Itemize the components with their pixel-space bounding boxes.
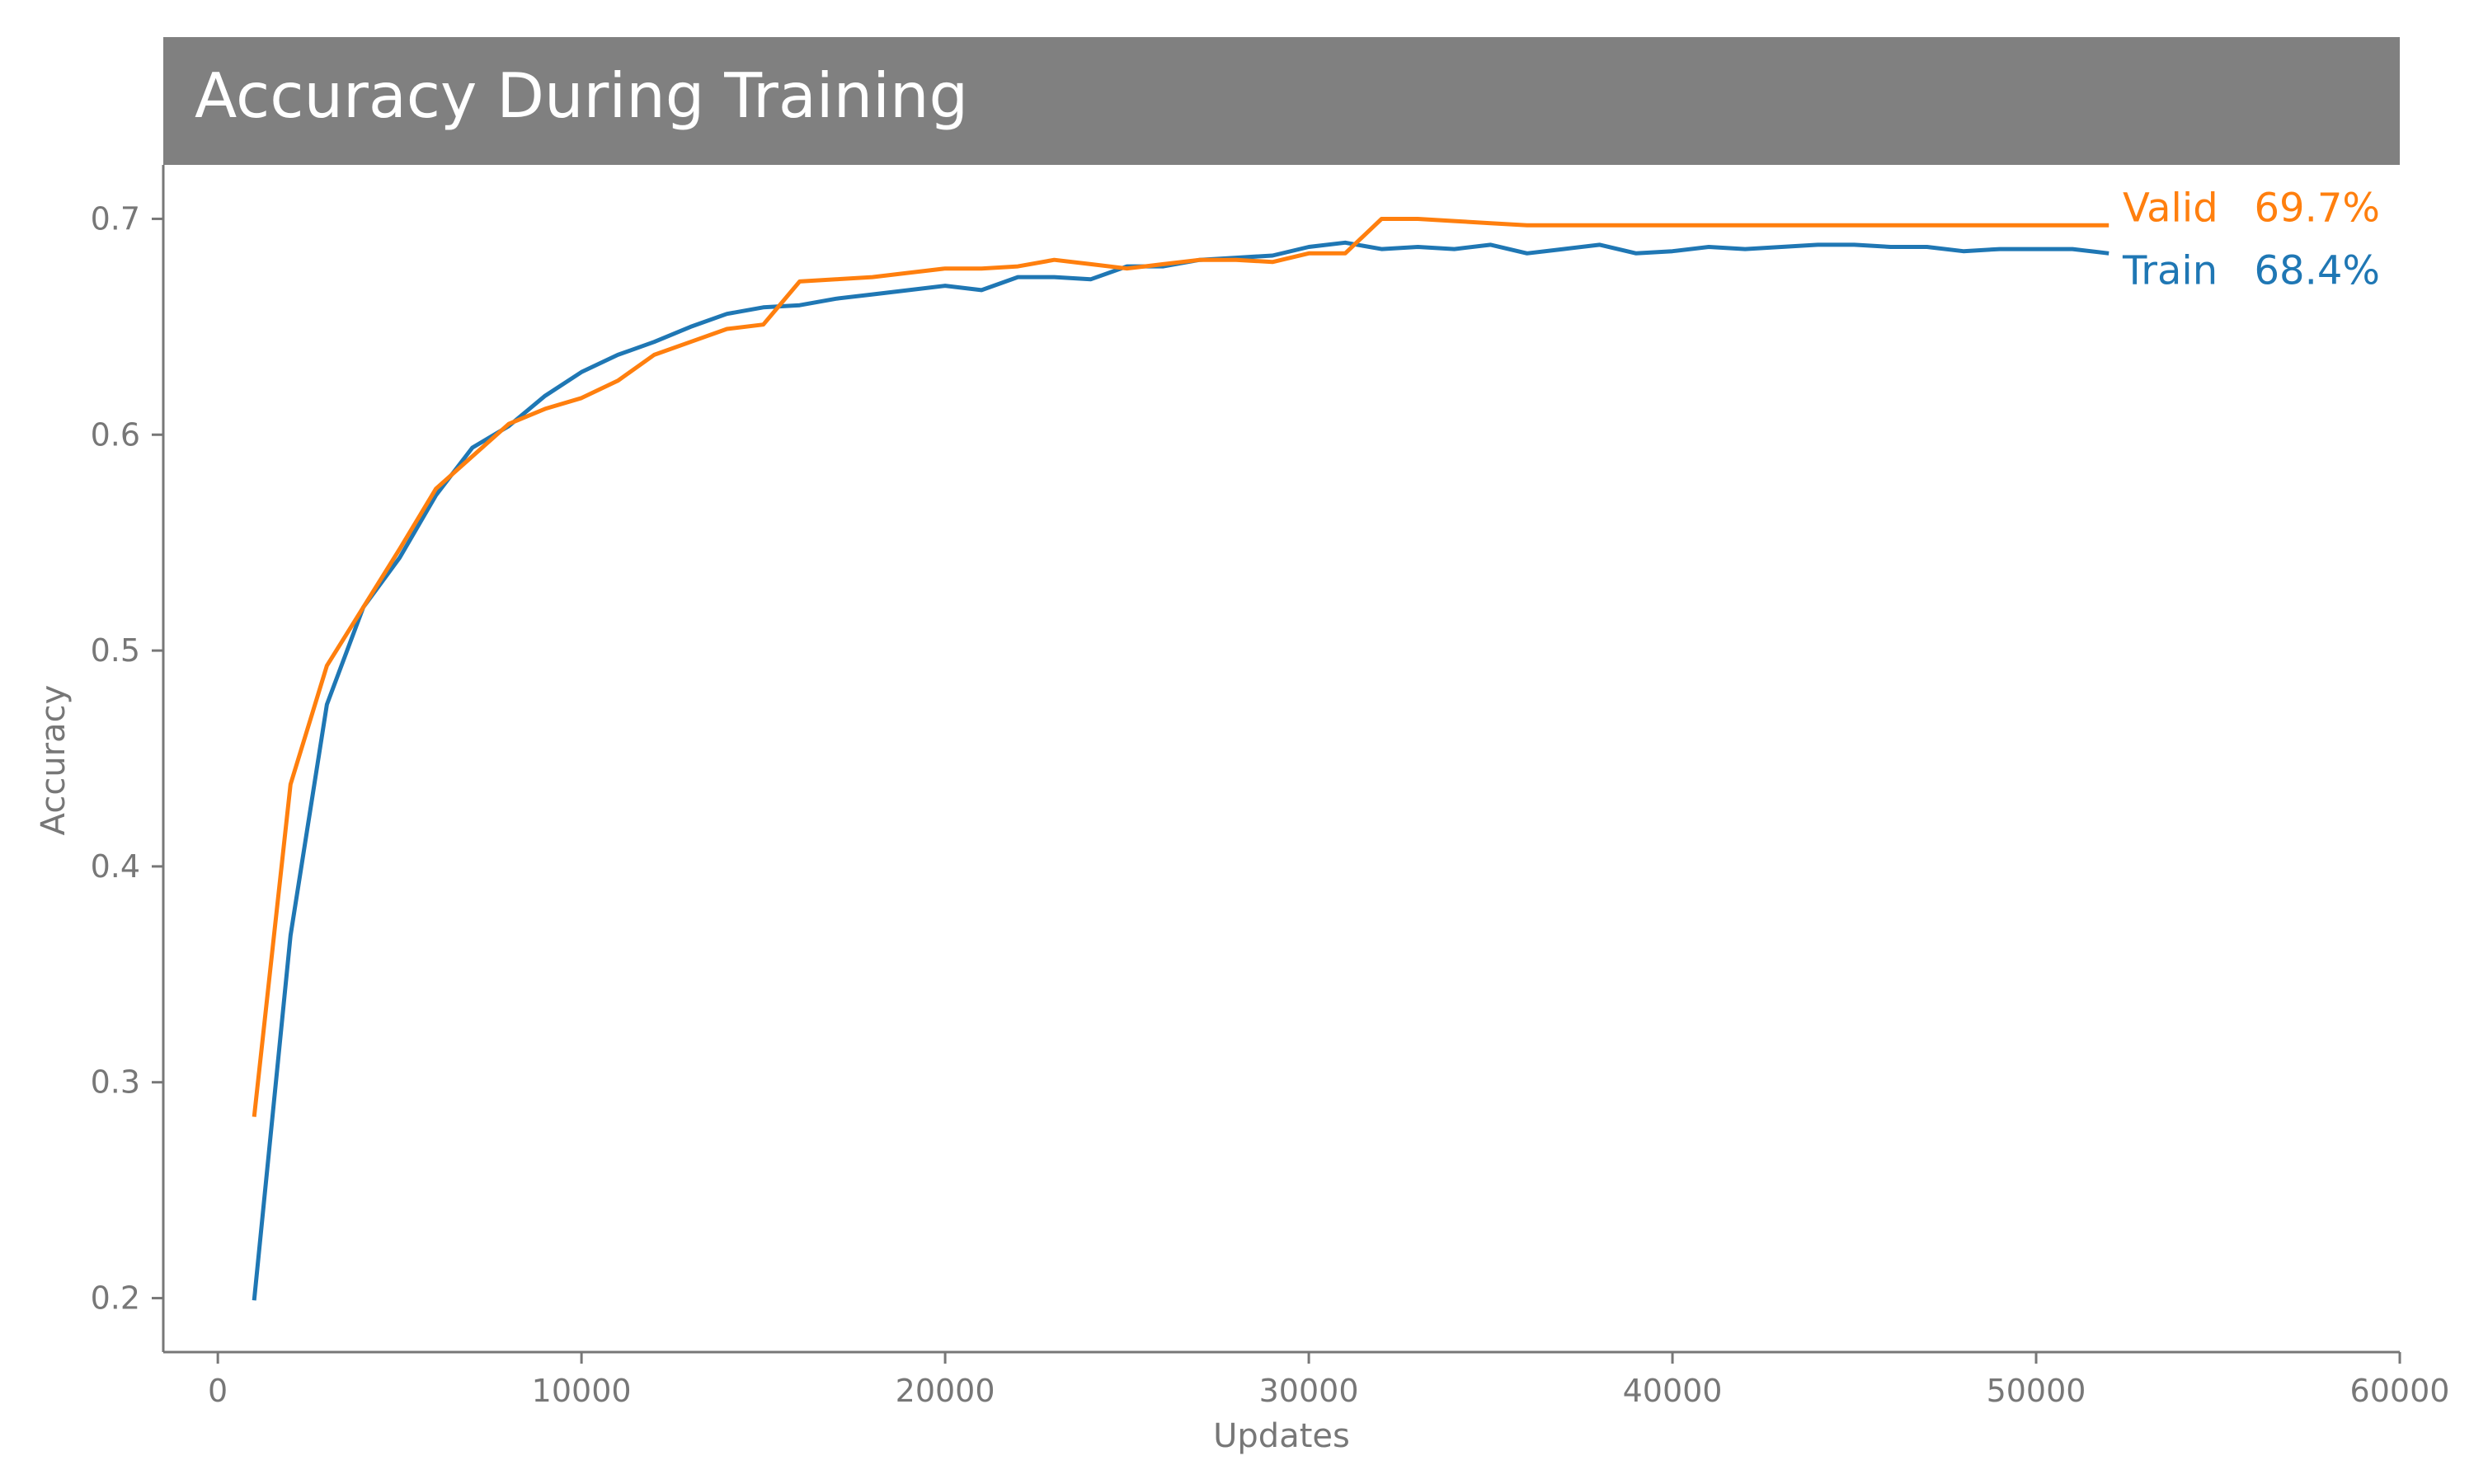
x-axis-label: Updates: [1213, 1417, 1350, 1455]
x-tick-label: 10000: [532, 1373, 632, 1409]
x-tick-label: 30000: [1259, 1373, 1359, 1409]
x-tick-label: 20000: [896, 1373, 995, 1409]
series-end-labels: Train 68.4% Valid 69.7%: [2122, 185, 2380, 294]
series-line-valid: [252, 217, 2109, 1117]
y-tick-label: 0.2: [91, 1280, 140, 1317]
x-tick-label: 0: [208, 1373, 228, 1409]
chart-title: Accuracy During Training: [195, 59, 968, 132]
x-tick-label: 60000: [2350, 1373, 2450, 1409]
y-tick-label: 0.5: [91, 632, 140, 669]
y-axis-label: Accuracy: [35, 685, 73, 836]
title-banner: [163, 37, 2400, 165]
y-tick-label: 0.3: [91, 1064, 140, 1101]
series-end-name-train: Train: [2122, 247, 2218, 294]
series-line-train: [252, 240, 2109, 1301]
series-end-value-train: 68.4%: [2255, 247, 2380, 294]
axes: [162, 165, 2400, 1354]
series-lines: [252, 217, 2109, 1301]
ticks: 0 10000 20000 30000 40000 50000 60000 0.2 0.3 0.4…: [91, 200, 2450, 1409]
y-tick-label: 0.7: [91, 200, 140, 237]
series-end-value-valid: 69.7%: [2255, 185, 2380, 231]
y-tick-label: 0.4: [91, 848, 140, 885]
y-tick-label: 0.6: [91, 416, 140, 453]
x-tick-label: 40000: [1623, 1373, 1723, 1409]
x-tick-label: 50000: [1987, 1373, 2086, 1409]
series-end-name-valid: Valid: [2123, 185, 2218, 231]
